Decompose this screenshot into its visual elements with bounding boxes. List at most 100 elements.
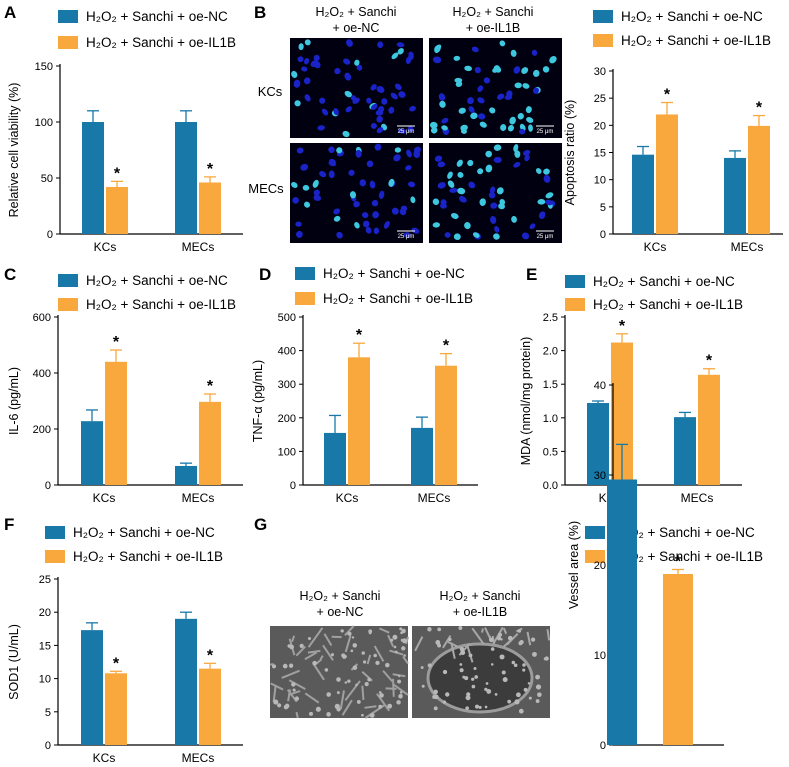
nucleus xyxy=(485,150,493,158)
y-tick-label: 15 xyxy=(594,148,606,160)
bar-il1b-group xyxy=(663,574,693,745)
nucleus xyxy=(291,70,298,78)
bar-nc-mecs xyxy=(175,465,197,485)
nucleus xyxy=(407,181,416,188)
cell xyxy=(466,692,471,697)
cell-strand xyxy=(307,649,321,654)
cell xyxy=(490,663,494,666)
cell xyxy=(378,704,383,709)
g-col1-title-line2: + oe-NC xyxy=(317,605,364,619)
cell-strand xyxy=(322,644,334,661)
nucleus xyxy=(474,66,481,74)
cell-strand xyxy=(447,640,461,649)
cell xyxy=(271,664,277,669)
nucleus xyxy=(537,199,546,205)
cell-strand xyxy=(339,690,345,710)
legend-swatch-il1b xyxy=(565,298,585,311)
cell-strand xyxy=(287,690,301,696)
cell-strand xyxy=(361,685,365,700)
y-tick-label: 0 xyxy=(45,480,51,492)
nucleus xyxy=(545,192,554,199)
nucleus xyxy=(333,108,339,116)
x-tick-label: MECs xyxy=(182,751,215,765)
cell xyxy=(527,682,531,685)
nucleus xyxy=(328,170,335,179)
y-tick-label: 100 xyxy=(35,117,53,129)
legend-swatch-il1b xyxy=(295,292,315,305)
y-tick-label: 0.5 xyxy=(543,446,558,458)
nucleus xyxy=(524,154,530,162)
legend-swatch-il1b xyxy=(45,550,65,563)
nucleus xyxy=(496,93,505,100)
nucleus xyxy=(344,72,352,81)
cell xyxy=(474,704,480,709)
b-row-label-kcs: KCs xyxy=(258,84,283,99)
nucleus xyxy=(293,79,301,88)
significance-star: * xyxy=(664,87,671,104)
cell xyxy=(523,687,528,692)
nucleus xyxy=(381,98,388,105)
cell-strand xyxy=(379,627,390,634)
y-tick-label: 200 xyxy=(278,413,296,425)
nucleus xyxy=(398,128,407,134)
cell xyxy=(535,674,540,680)
cell xyxy=(537,692,542,698)
cell xyxy=(433,689,438,695)
y-tick-label: 10 xyxy=(39,674,51,686)
nucleus xyxy=(406,149,412,158)
bar-nc-mecs xyxy=(175,618,197,745)
significance-star: * xyxy=(113,334,120,351)
x-tick-label: KCs xyxy=(336,491,359,505)
chart-a: H₂O₂ + Sanchi + oe-NC H₂O₂ + Sanchi + oe-… xyxy=(7,9,243,254)
y-tick-label: 2.0 xyxy=(543,346,558,358)
nucleus xyxy=(496,187,504,195)
significance-star: * xyxy=(619,318,626,335)
cell xyxy=(522,668,526,672)
cell xyxy=(397,674,401,678)
cell xyxy=(326,712,331,717)
bar-nc-mecs xyxy=(724,157,746,234)
nucleus xyxy=(313,194,322,201)
y-axis-label: TNF-α (pg/mL) xyxy=(251,360,265,442)
cell xyxy=(291,682,296,687)
bar-nc-kcs xyxy=(632,154,654,234)
nucleus xyxy=(528,124,533,132)
nucleus xyxy=(359,179,367,187)
bar-il1b-mecs xyxy=(698,374,720,485)
y-tick-label: 100 xyxy=(278,446,296,458)
cell xyxy=(442,700,447,704)
legend-label-il1b: H₂O₂ + Sanchi + oe-IL1B xyxy=(86,297,236,312)
cell xyxy=(471,677,475,681)
cell xyxy=(282,663,288,669)
nucleus xyxy=(372,211,379,219)
legend-swatch-nc xyxy=(585,526,605,539)
cell xyxy=(368,631,372,635)
microscopy-image: 25 μm xyxy=(290,38,423,138)
y-tick-label: 150 xyxy=(35,61,53,73)
legend-label-nc: H₂O₂ + Sanchi + oe-NC xyxy=(86,273,228,288)
panel-letter-c: C xyxy=(4,265,16,284)
cell xyxy=(277,703,282,708)
significance-star: * xyxy=(756,100,763,117)
significance-star: * xyxy=(675,554,682,571)
cell xyxy=(352,665,358,670)
legend-label-nc: H₂O₂ + Sanchi + oe-NC xyxy=(593,274,735,289)
nucleus xyxy=(313,60,321,69)
nucleus xyxy=(411,227,420,234)
cell xyxy=(497,632,503,637)
panel-g-images: H₂O₂ + Sanchi + oe-NC H₂O₂ + Sanchi + oe… xyxy=(269,589,551,719)
y-axis-label: IL-6 (pg/mL) xyxy=(7,367,21,435)
nucleus xyxy=(361,212,369,219)
y-tick-label: 10 xyxy=(594,175,606,187)
cell xyxy=(490,647,495,651)
nucleus xyxy=(405,165,412,171)
chart-g: H₂O₂ + Sanchi + oe-NC H₂O₂ + Sanchi + oe-… xyxy=(567,380,763,752)
nucleus xyxy=(460,128,467,134)
cell xyxy=(351,636,355,639)
cell-strand xyxy=(382,670,394,683)
y-tick-label: 400 xyxy=(278,346,296,358)
legend-label-il1b: H₂O₂ + Sanchi + oe-IL1B xyxy=(593,297,743,312)
cell xyxy=(459,646,465,652)
cell-strand xyxy=(319,655,324,660)
cell xyxy=(532,651,537,657)
